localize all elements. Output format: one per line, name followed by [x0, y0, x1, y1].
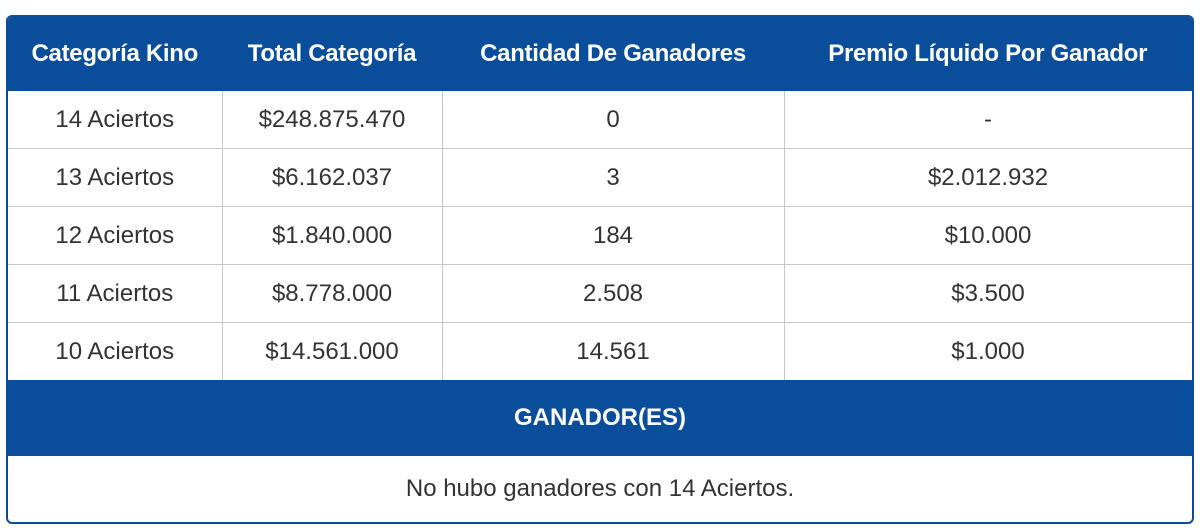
table-row: 12 Aciertos $1.840.000 184 $10.000 [8, 206, 1192, 265]
header-categoria-kino: Categoría Kino [8, 17, 223, 91]
table-row: 11 Aciertos $8.778.000 2.508 $3.500 [8, 264, 1192, 323]
header-premio-liquido: Premio Líquido Por Ganador [784, 17, 1192, 91]
cell-premio: - [784, 91, 1192, 149]
table-row: 10 Aciertos $14.561.000 14.561 $1.000 [8, 322, 1192, 380]
table-row: 14 Aciertos $248.875.470 0 - [8, 91, 1192, 149]
cell-premio: $1.000 [951, 337, 1025, 365]
cell-ganadores: 0 [442, 91, 785, 149]
cell-categoria: 10 Aciertos [8, 322, 223, 380]
cell-premio: $2.012.932 [784, 148, 1192, 207]
cell-categoria: 12 Aciertos [8, 206, 223, 265]
cell-total: $8.778.000 [222, 264, 443, 323]
cell-premio: $3.500 [784, 264, 1192, 323]
cell-ganadores: 3 [442, 148, 785, 207]
cell-categoria: 11 Aciertos [8, 264, 223, 323]
cell-categoria: 14 Aciertos [8, 91, 223, 149]
prize-table: Categoría Kino Total Categoría Cantidad … [8, 17, 1192, 380]
cell-total: $6.162.037 [222, 148, 443, 207]
cell-ganadores: 184 [442, 206, 785, 265]
header-total-categoria: Total Categoría [222, 17, 443, 91]
cell-ganadores: 14.561 [442, 322, 785, 380]
cell-total: $248.875.470 [222, 91, 443, 149]
header-cantidad-ganadores: Cantidad De Ganadores [442, 17, 785, 91]
cell-premio: $10.000 [784, 206, 1192, 265]
winners-message: No hubo ganadores con 14 Aciertos. [405, 475, 795, 502]
table-header-row: Categoría Kino Total Categoría Cantidad … [8, 17, 1192, 91]
cell-total: $1.840.000 [222, 206, 443, 265]
results-panel: Categoría Kino Total Categoría Cantidad … [6, 15, 1194, 524]
winners-header: GANADOR(ES) [8, 380, 1192, 456]
cell-total: $14.561.000 [222, 322, 443, 380]
cell-categoria: 13 Aciertos [8, 148, 223, 207]
table-row: 13 Aciertos $6.162.037 3 $2.012.932 [8, 148, 1192, 207]
cell-ganadores: 2.508 [442, 264, 785, 323]
